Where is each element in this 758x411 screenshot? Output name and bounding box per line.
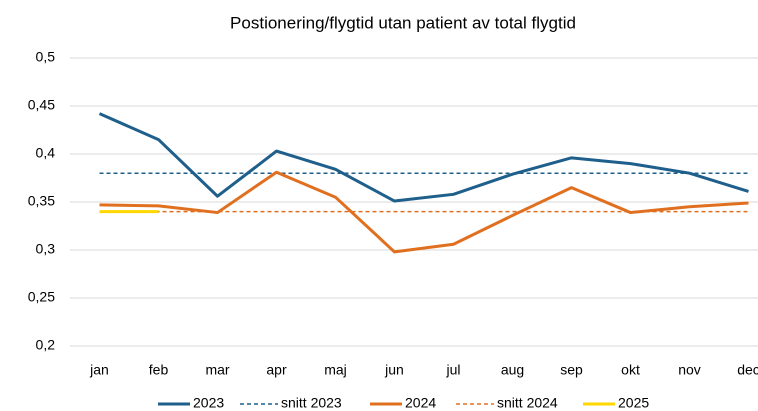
x-tick-label: aug	[501, 362, 524, 378]
y-tick-label: 0,3	[36, 241, 56, 257]
x-tick-label: okt	[621, 362, 640, 378]
legend-label: 2023	[193, 395, 224, 411]
y-tick-label: 0,2	[36, 337, 56, 353]
series-line	[98, 112, 749, 203]
y-tick-label: 0,4	[36, 145, 56, 161]
y-tick-label: 0,25	[28, 289, 55, 305]
x-tick-label: jan	[89, 362, 109, 378]
legend-label: snitt 2023	[281, 395, 342, 411]
y-tick-label: 0,35	[28, 193, 55, 209]
legend-label: 2025	[618, 395, 649, 411]
legend-label: 2024	[405, 395, 436, 411]
x-tick-label: sep	[560, 362, 583, 378]
y-tick-label: 0,45	[28, 97, 55, 113]
x-tick-label: jun	[384, 362, 404, 378]
x-tick-label: mar	[205, 362, 229, 378]
x-tick-label: feb	[149, 362, 169, 378]
x-tick-label: dec	[737, 362, 758, 378]
x-tick-label: jul	[445, 362, 460, 378]
x-tick-label: apr	[266, 362, 287, 378]
legend-label: snitt 2024	[497, 395, 558, 411]
y-tick-label: 0,5	[36, 49, 56, 65]
chart-title: Postionering/flygtid utan patient av tot…	[230, 13, 576, 32]
x-tick-label: maj	[324, 362, 347, 378]
x-tick-label: nov	[678, 362, 701, 378]
